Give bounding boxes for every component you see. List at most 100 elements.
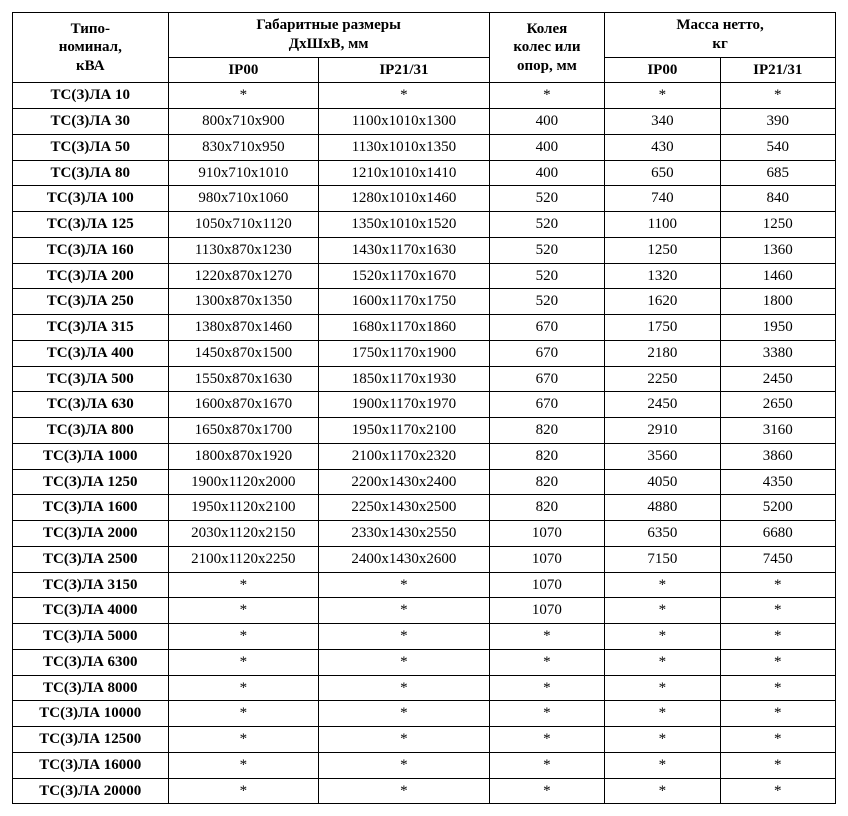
cell-ip21-mass: * bbox=[720, 675, 835, 701]
cell-ip00-mass: 6350 bbox=[605, 521, 720, 547]
table-row: ТС(З)ЛА 1601130х870х12301430х1170х163052… bbox=[13, 237, 836, 263]
cell-model: ТС(З)ЛА 400 bbox=[13, 340, 169, 366]
cell-ip21-mass: * bbox=[720, 701, 835, 727]
cell-ip00-mass: * bbox=[605, 572, 720, 598]
cell-model: ТС(З)ЛА 2500 bbox=[13, 546, 169, 572]
table-row: ТС(З)ЛА 10***** bbox=[13, 83, 836, 109]
cell-ip21-dim: 1900х1170х1970 bbox=[319, 392, 490, 418]
cell-ip00-dim: 1550х870х1630 bbox=[168, 366, 319, 392]
cell-ip00-mass: * bbox=[605, 83, 720, 109]
cell-ip00-mass: 1250 bbox=[605, 237, 720, 263]
cell-ip21-mass: 2450 bbox=[720, 366, 835, 392]
cell-ip21-dim: * bbox=[319, 598, 490, 624]
cell-ip21-mass: 1360 bbox=[720, 237, 835, 263]
cell-track: 1070 bbox=[489, 521, 604, 547]
cell-model: ТС(З)ЛА 800 bbox=[13, 418, 169, 444]
cell-ip21-dim: * bbox=[319, 649, 490, 675]
cell-track: 820 bbox=[489, 443, 604, 469]
cell-model: ТС(З)ЛА 5000 bbox=[13, 624, 169, 650]
cell-ip00-dim: * bbox=[168, 752, 319, 778]
cell-ip00-dim: 2030х1120х2150 bbox=[168, 521, 319, 547]
header-mass-ip00: IP00 bbox=[605, 57, 720, 83]
cell-ip21-dim: 1520х1170х1670 bbox=[319, 263, 490, 289]
cell-ip00-mass: 4050 bbox=[605, 469, 720, 495]
cell-track: 820 bbox=[489, 469, 604, 495]
cell-ip00-dim: * bbox=[168, 572, 319, 598]
cell-ip00-mass: 430 bbox=[605, 134, 720, 160]
header-dims-ip21: IP21/31 bbox=[319, 57, 490, 83]
cell-ip21-dim: 2400х1430х2600 bbox=[319, 546, 490, 572]
cell-ip21-dim: * bbox=[319, 752, 490, 778]
cell-ip00-dim: 1130х870х1230 bbox=[168, 237, 319, 263]
cell-model: ТС(З)ЛА 1000 bbox=[13, 443, 169, 469]
cell-ip21-mass: 5200 bbox=[720, 495, 835, 521]
cell-ip00-mass: 2450 bbox=[605, 392, 720, 418]
cell-track: 400 bbox=[489, 134, 604, 160]
cell-track: 1070 bbox=[489, 572, 604, 598]
cell-track: 820 bbox=[489, 418, 604, 444]
cell-ip21-mass: 1250 bbox=[720, 212, 835, 238]
cell-track: 400 bbox=[489, 160, 604, 186]
cell-model: ТС(З)ЛА 10000 bbox=[13, 701, 169, 727]
table-row: ТС(З)ЛА 25002100х1120х22502400х1430х2600… bbox=[13, 546, 836, 572]
cell-ip00-mass: * bbox=[605, 778, 720, 804]
cell-ip00-dim: * bbox=[168, 727, 319, 753]
cell-track: * bbox=[489, 727, 604, 753]
cell-ip00-dim: 1050х710х1120 bbox=[168, 212, 319, 238]
table-row: ТС(З)ЛА 5001550х870х16301850х1170х193067… bbox=[13, 366, 836, 392]
cell-ip00-dim: * bbox=[168, 83, 319, 109]
cell-ip21-dim: 1100х1010х1300 bbox=[319, 109, 490, 135]
cell-ip00-dim: * bbox=[168, 624, 319, 650]
cell-ip00-dim: 830х710х950 bbox=[168, 134, 319, 160]
cell-track: * bbox=[489, 701, 604, 727]
cell-track: 670 bbox=[489, 392, 604, 418]
header-dims-line1: Габаритные размеры bbox=[256, 17, 400, 33]
cell-ip21-mass: * bbox=[720, 624, 835, 650]
header-track-line1: Колея bbox=[527, 21, 568, 37]
table-row: ТС(З)ЛА 1251050х710х11201350х1010х152052… bbox=[13, 212, 836, 238]
table-row: ТС(З)ЛА 12501900х1120х20002200х1430х2400… bbox=[13, 469, 836, 495]
cell-ip21-mass: * bbox=[720, 598, 835, 624]
cell-ip00-dim: 2100х1120х2250 bbox=[168, 546, 319, 572]
header-dimensions-group: Габаритные размеры ДхШхВ, мм bbox=[168, 13, 489, 58]
cell-ip00-mass: * bbox=[605, 727, 720, 753]
cell-model: ТС(З)ЛА 20000 bbox=[13, 778, 169, 804]
cell-model: ТС(З)ЛА 10 bbox=[13, 83, 169, 109]
cell-ip00-dim: 1650х870х1700 bbox=[168, 418, 319, 444]
cell-ip21-mass: * bbox=[720, 727, 835, 753]
cell-ip21-dim: 2330х1430х2550 bbox=[319, 521, 490, 547]
cell-ip00-dim: 910х710х1010 bbox=[168, 160, 319, 186]
cell-ip00-mass: 1320 bbox=[605, 263, 720, 289]
cell-ip21-mass: 1460 bbox=[720, 263, 835, 289]
cell-ip00-dim: 980х710х1060 bbox=[168, 186, 319, 212]
table-row: ТС(З)ЛА 2001220х870х12701520х1170х167052… bbox=[13, 263, 836, 289]
table-row: ТС(З)ЛА 10001800х870х19202100х1170х23208… bbox=[13, 443, 836, 469]
table-header: Типо- номинал, кВА Габаритные размеры Дх… bbox=[13, 13, 836, 83]
cell-model: ТС(З)ЛА 100 bbox=[13, 186, 169, 212]
cell-ip21-dim: * bbox=[319, 83, 490, 109]
spec-table: Типо- номинал, кВА Габаритные размеры Дх… bbox=[12, 12, 836, 804]
cell-ip00-mass: 2250 bbox=[605, 366, 720, 392]
cell-ip00-mass: 650 bbox=[605, 160, 720, 186]
header-model: Типо- номинал, кВА bbox=[13, 13, 169, 83]
cell-track: 670 bbox=[489, 340, 604, 366]
cell-ip00-dim: 1380х870х1460 bbox=[168, 315, 319, 341]
header-model-line3: кВА bbox=[76, 58, 105, 74]
cell-ip00-dim: 800х710х900 bbox=[168, 109, 319, 135]
table-row: ТС(З)ЛА 4001450х870х15001750х1170х190067… bbox=[13, 340, 836, 366]
cell-ip00-mass: 3560 bbox=[605, 443, 720, 469]
cell-track: * bbox=[489, 649, 604, 675]
cell-ip21-mass: 2650 bbox=[720, 392, 835, 418]
cell-ip21-mass: * bbox=[720, 778, 835, 804]
table-row: ТС(З)ЛА 4000**1070** bbox=[13, 598, 836, 624]
cell-ip21-mass: * bbox=[720, 649, 835, 675]
cell-ip00-mass: 7150 bbox=[605, 546, 720, 572]
cell-ip21-dim: * bbox=[319, 675, 490, 701]
cell-ip21-mass: 4350 bbox=[720, 469, 835, 495]
header-dims-line2: ДхШхВ, мм bbox=[289, 36, 369, 52]
cell-model: ТС(З)ЛА 50 bbox=[13, 134, 169, 160]
cell-ip00-dim: * bbox=[168, 649, 319, 675]
table-row: ТС(З)ЛА 8000***** bbox=[13, 675, 836, 701]
cell-ip00-mass: * bbox=[605, 752, 720, 778]
cell-ip21-dim: 1950х1170х2100 bbox=[319, 418, 490, 444]
